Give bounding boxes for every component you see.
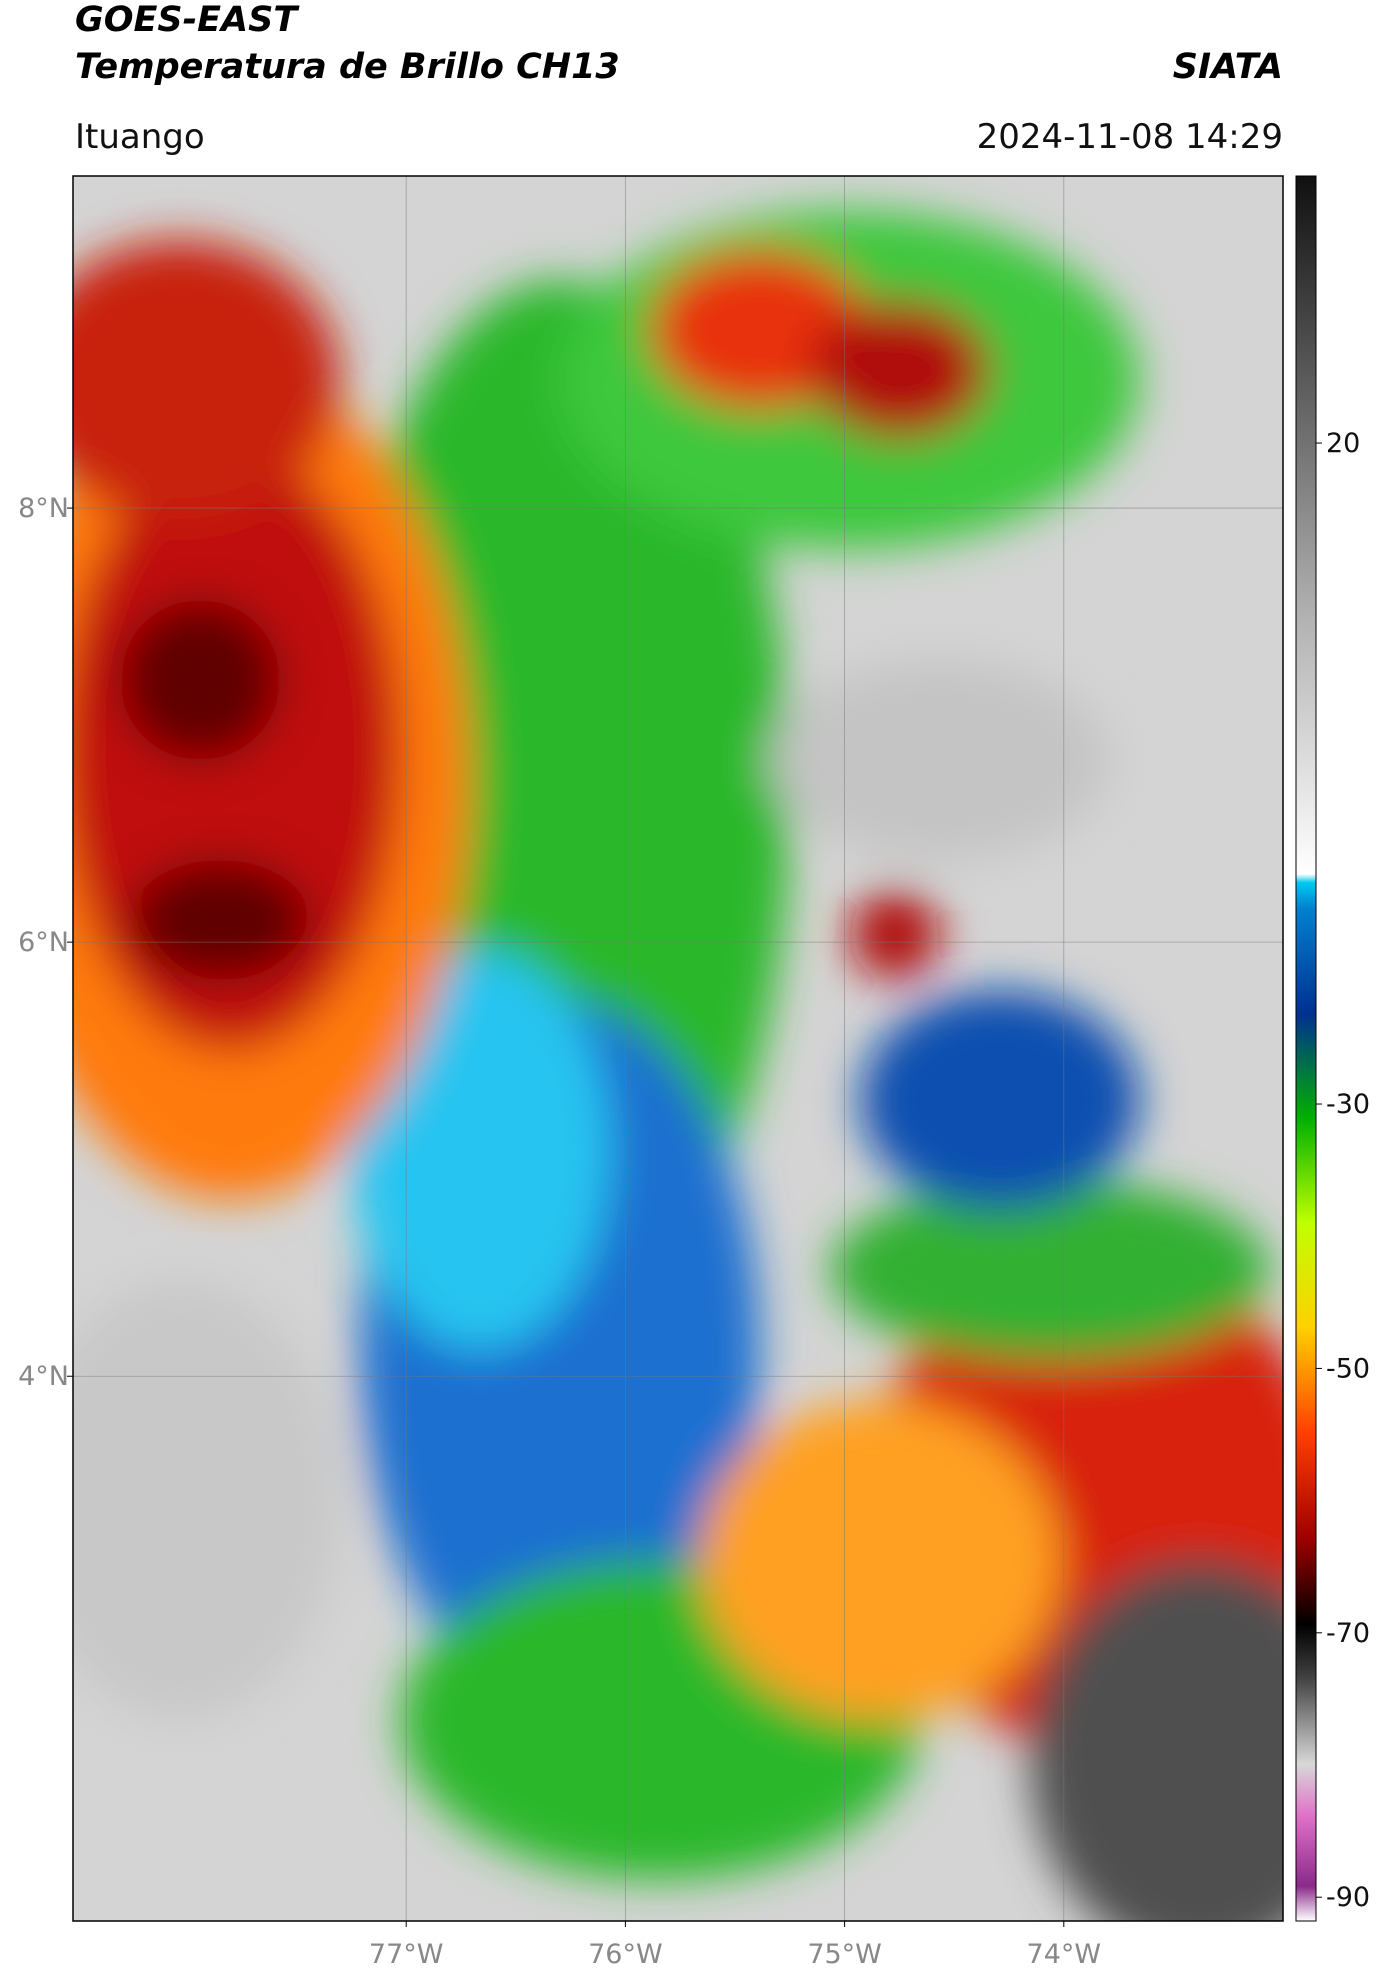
lat-tick-label: 8°N (18, 493, 69, 524)
colorbar-tick-label: -70 (1326, 1618, 1370, 1649)
graticule (73, 176, 1283, 1921)
colorbar (1295, 175, 1317, 1922)
colorbar-tick-label: -50 (1326, 1353, 1370, 1384)
colorbar-tick-label: -90 (1326, 1882, 1370, 1913)
lon-tick-label: 75°W (807, 1939, 882, 1970)
title: GOES-EAST (75, 0, 300, 40)
satellite-image (73, 176, 1283, 1921)
location: Ituango (75, 117, 205, 157)
subtitle: Temperatura de Brillo CH13 (75, 47, 620, 87)
lon-tick-label: 77°W (369, 1939, 444, 1970)
colorbar-tick-label: 20 (1326, 428, 1360, 459)
lat-tick-label: 6°N (18, 927, 69, 958)
colorbar-tick-label: -30 (1326, 1089, 1370, 1120)
source: SIATA (1173, 47, 1283, 87)
datetime: 2024-11-08 14:29 (977, 117, 1283, 157)
map-frame (72, 175, 1284, 1922)
lon-tick-label: 74°W (1027, 1939, 1102, 1970)
lon-tick-label: 76°W (588, 1939, 663, 1970)
lat-tick-label: 4°N (18, 1361, 69, 1392)
